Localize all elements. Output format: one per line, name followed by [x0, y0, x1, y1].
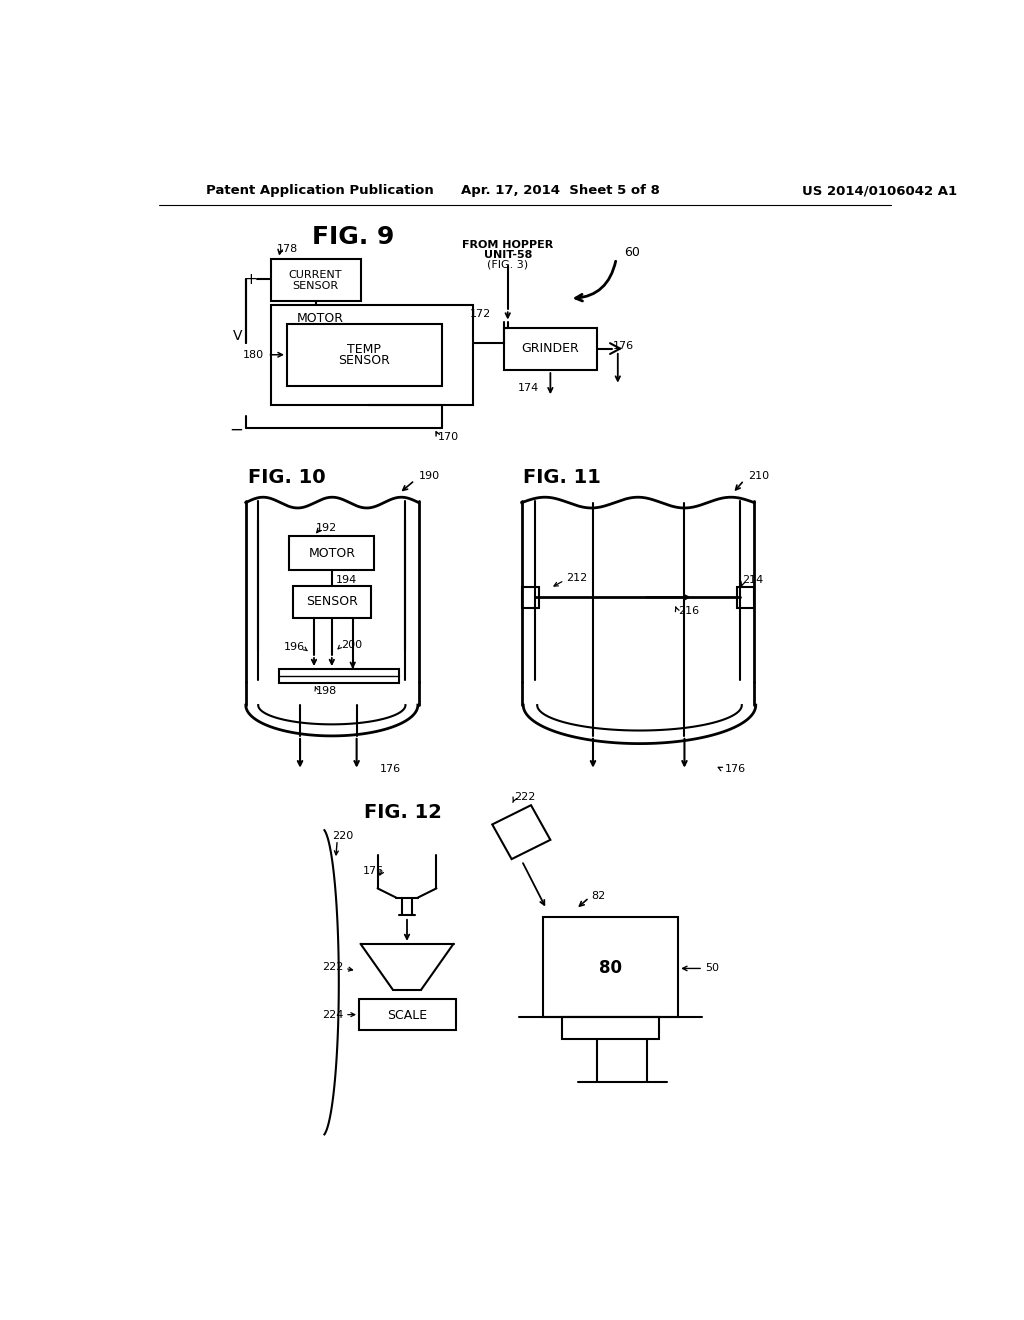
Text: UNIT-58: UNIT-58 — [483, 249, 531, 260]
Text: FROM HOPPER: FROM HOPPER — [462, 240, 553, 249]
Bar — [271, 259, 360, 301]
Text: 82: 82 — [592, 891, 606, 902]
Text: 222: 222 — [323, 962, 343, 972]
Text: 176: 176 — [362, 866, 384, 875]
Text: 170: 170 — [438, 432, 459, 442]
Bar — [504, 327, 597, 370]
Text: SENSOR: SENSOR — [339, 354, 390, 367]
Bar — [562, 1016, 658, 1039]
Text: 180: 180 — [243, 350, 263, 360]
Text: SCALE: SCALE — [387, 1008, 427, 1022]
Text: MOTOR: MOTOR — [297, 312, 344, 325]
Text: FIG. 9: FIG. 9 — [311, 224, 394, 249]
Text: CURRENT: CURRENT — [289, 271, 342, 280]
Bar — [359, 999, 456, 1030]
Text: 190: 190 — [419, 471, 439, 480]
Text: FIG. 10: FIG. 10 — [248, 469, 326, 487]
Text: 196: 196 — [284, 643, 305, 652]
Text: 222: 222 — [514, 792, 536, 803]
Bar — [280, 669, 399, 682]
Text: 178: 178 — [276, 244, 298, 255]
Text: 174: 174 — [517, 383, 539, 393]
Text: 212: 212 — [566, 573, 587, 583]
Bar — [521, 586, 539, 609]
Text: 194: 194 — [336, 574, 357, 585]
Text: 176: 176 — [380, 764, 401, 774]
Text: SENSOR: SENSOR — [293, 281, 339, 292]
Bar — [271, 305, 473, 405]
Text: 224: 224 — [323, 1010, 343, 1019]
Text: 210: 210 — [748, 471, 769, 480]
Text: 200: 200 — [341, 640, 362, 649]
Text: +: + — [244, 272, 257, 286]
Text: US 2014/0106042 A1: US 2014/0106042 A1 — [802, 185, 957, 197]
Text: TEMP: TEMP — [347, 343, 381, 356]
Text: 50: 50 — [706, 964, 720, 973]
Text: SENSOR: SENSOR — [306, 595, 357, 609]
Text: (FIG. 3): (FIG. 3) — [487, 260, 528, 269]
Text: GRINDER: GRINDER — [521, 342, 580, 355]
Text: 220: 220 — [333, 832, 354, 841]
Text: 60: 60 — [624, 246, 640, 259]
Text: Patent Application Publication: Patent Application Publication — [206, 185, 433, 197]
Text: MOTOR: MOTOR — [308, 546, 355, 560]
Text: 172: 172 — [469, 309, 490, 319]
Text: 216: 216 — [678, 606, 699, 616]
Text: 176: 176 — [725, 764, 745, 774]
Text: 214: 214 — [741, 576, 763, 585]
Text: 80: 80 — [599, 960, 622, 977]
Text: V: V — [233, 329, 243, 342]
Bar — [543, 917, 678, 1016]
Text: 176: 176 — [613, 341, 634, 351]
Bar — [737, 586, 755, 609]
Text: FIG. 11: FIG. 11 — [523, 469, 601, 487]
Text: 192: 192 — [316, 523, 338, 533]
Bar — [287, 323, 442, 385]
Text: −: − — [228, 421, 243, 438]
Text: 198: 198 — [316, 686, 338, 696]
Text: FIG. 12: FIG. 12 — [365, 804, 442, 822]
Bar — [289, 536, 375, 570]
Text: Apr. 17, 2014  Sheet 5 of 8: Apr. 17, 2014 Sheet 5 of 8 — [461, 185, 660, 197]
Bar — [293, 586, 371, 618]
